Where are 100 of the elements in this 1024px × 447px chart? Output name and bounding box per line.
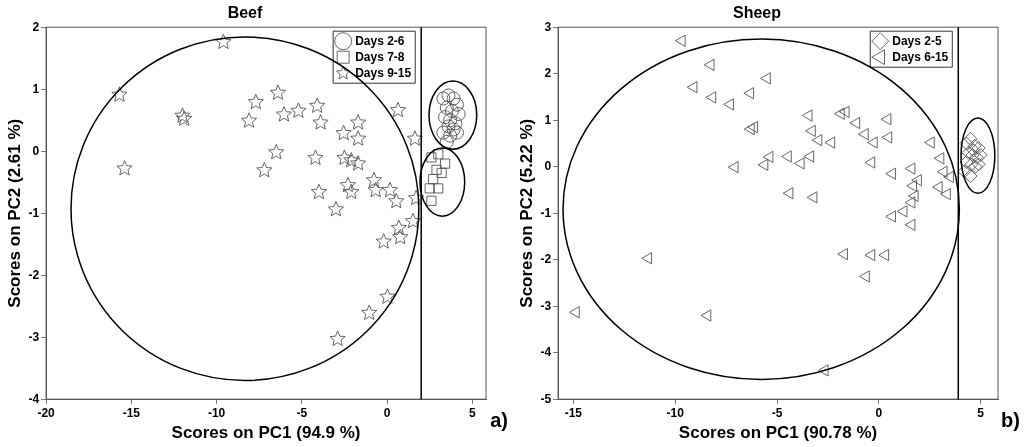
point [275, 106, 292, 122]
x-tick-label: -10 [666, 405, 685, 420]
point [924, 136, 935, 149]
point [762, 150, 774, 164]
point [811, 134, 823, 147]
x-tick-label: -15 [564, 405, 583, 420]
point [361, 304, 378, 320]
point [674, 34, 686, 47]
point [406, 130, 423, 146]
point [448, 116, 463, 131]
point [404, 212, 422, 229]
point [215, 33, 232, 49]
point [824, 136, 836, 149]
legend-label: Days 6-15 [892, 49, 949, 64]
point [793, 157, 805, 170]
x-tick-label: 5 [469, 405, 477, 420]
point [381, 181, 399, 198]
legend-label: Days 7-8 [355, 49, 405, 64]
chart-title: Sheep [732, 4, 782, 22]
point [350, 114, 367, 130]
point [705, 91, 717, 104]
point [933, 152, 945, 165]
point [782, 187, 794, 200]
point [389, 101, 407, 118]
point [451, 107, 466, 121]
y-tick-label: 2 [32, 19, 40, 34]
x-tick-label: -15 [122, 405, 141, 420]
text: b) [1001, 408, 1020, 431]
point [310, 183, 327, 200]
point [641, 252, 652, 265]
point [343, 152, 360, 168]
point [858, 128, 869, 141]
x-axis-title: Scores on PC1 (94.9 %) [171, 423, 361, 443]
x-tick-label: 0 [875, 405, 883, 420]
point [904, 218, 916, 231]
point [290, 102, 307, 118]
point [837, 248, 848, 261]
legend-label: Days 9-15 [355, 65, 412, 80]
point [441, 119, 456, 134]
point [904, 162, 916, 175]
point [907, 189, 919, 203]
point [834, 107, 845, 120]
point [906, 179, 917, 192]
y-tick-label: 1 [544, 112, 552, 127]
x-tick-label: -5 [296, 405, 308, 420]
point [971, 141, 986, 156]
point [885, 210, 896, 223]
point [446, 122, 461, 137]
point [940, 188, 951, 201]
point [443, 128, 458, 143]
y-tick-label: 0 [544, 159, 552, 174]
point [256, 161, 273, 178]
point [881, 131, 893, 144]
point [896, 205, 908, 218]
point [426, 195, 437, 206]
point [441, 88, 456, 103]
y-tick-label: -1 [540, 205, 552, 220]
point [440, 158, 451, 169]
y-tick-label: -2 [540, 252, 552, 267]
point [805, 124, 816, 137]
point [367, 181, 384, 198]
point [247, 93, 264, 110]
y-tick-label: 3 [544, 19, 552, 34]
point [885, 167, 896, 180]
point [443, 113, 458, 128]
point [438, 110, 453, 125]
legend-label: Days 2-5 [892, 33, 942, 48]
point [309, 97, 326, 113]
point [867, 136, 878, 149]
point [880, 113, 892, 126]
point [878, 248, 890, 262]
y-tick-label: -4 [540, 345, 552, 360]
point [436, 91, 451, 106]
point [743, 87, 755, 100]
y-tick-label: -3 [540, 298, 552, 313]
x-tick-label: 5 [977, 405, 985, 420]
point [116, 160, 133, 176]
y-tick-label: 1 [32, 81, 40, 96]
point [350, 130, 367, 146]
point [436, 167, 447, 178]
point [439, 134, 454, 149]
point [957, 164, 972, 179]
point [240, 112, 258, 128]
point [904, 196, 916, 209]
point [343, 183, 360, 200]
point [436, 125, 451, 140]
point [966, 143, 981, 158]
point [408, 189, 425, 206]
y-tick-label: -5 [540, 391, 552, 406]
point [686, 81, 698, 94]
x-axis-title: Scores on PC1 (90.78 %) [678, 423, 878, 443]
y-tick-label: -4 [28, 391, 40, 406]
point [864, 248, 876, 262]
point [864, 156, 876, 169]
point [931, 181, 943, 194]
point [838, 105, 850, 118]
point [849, 116, 861, 130]
y-axis-title: Scores on PC2 (2.61 %) [4, 118, 24, 308]
point [859, 270, 870, 283]
x-tick-label: -5 [771, 405, 783, 420]
